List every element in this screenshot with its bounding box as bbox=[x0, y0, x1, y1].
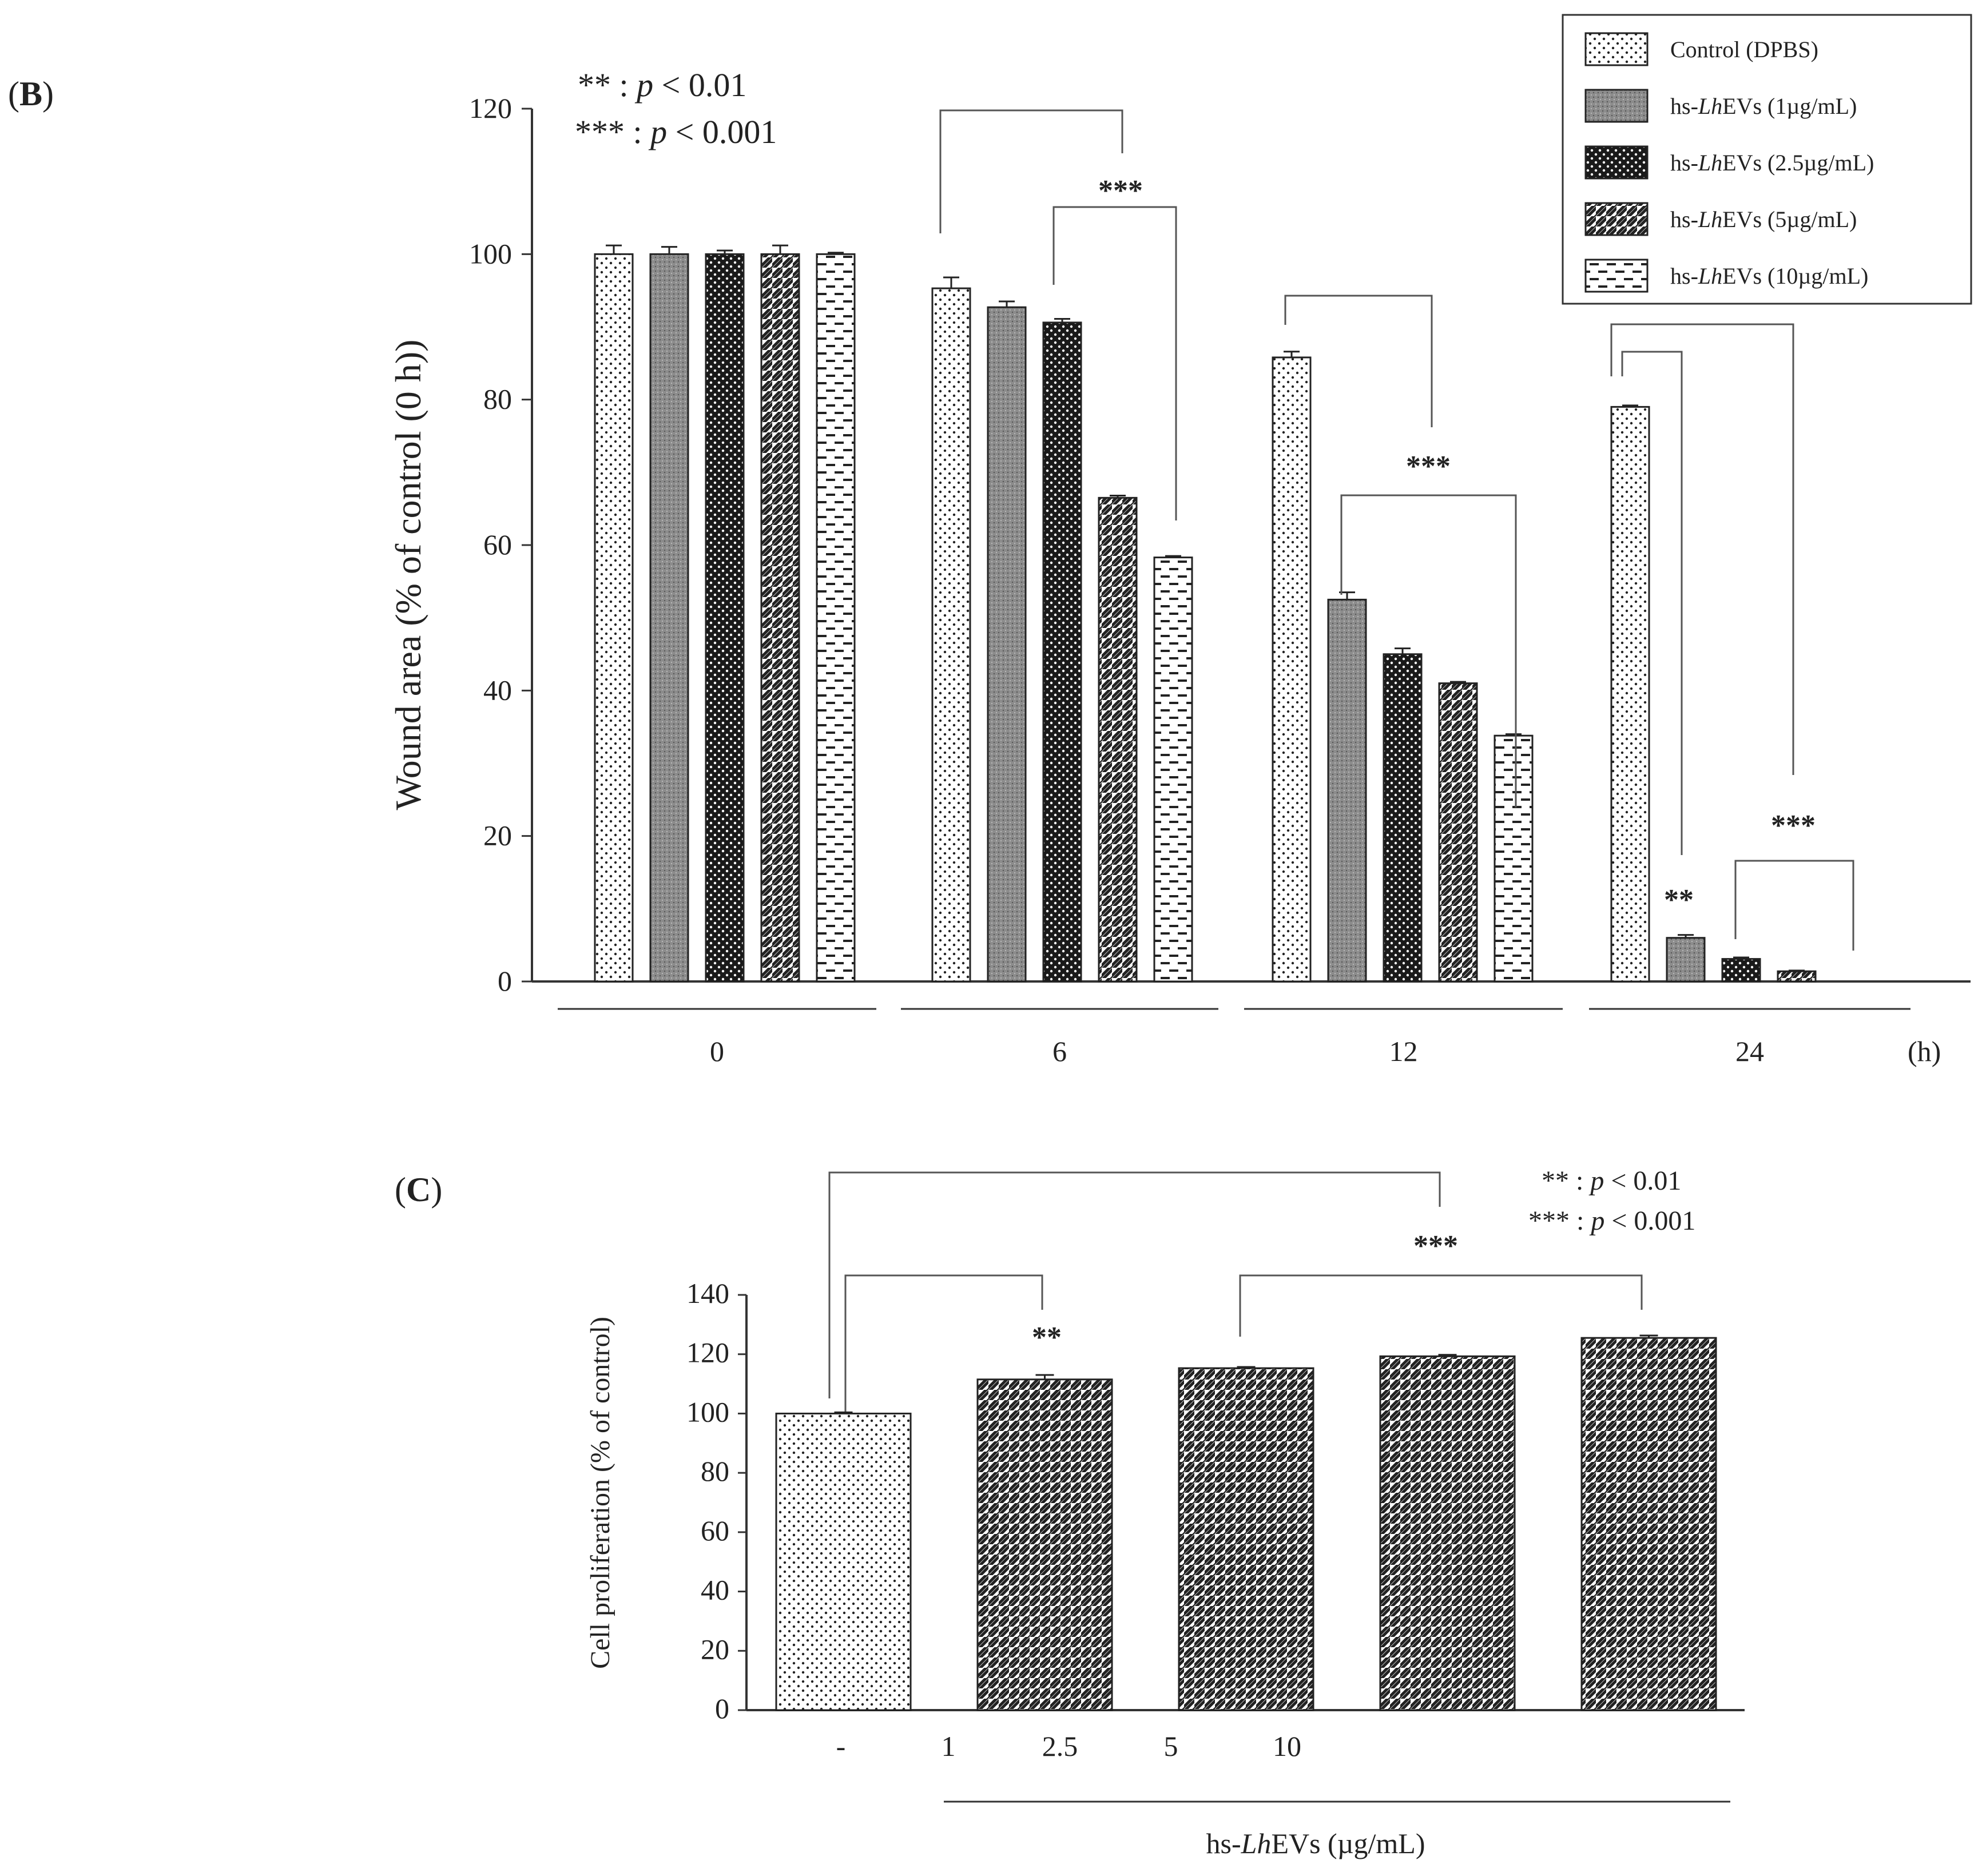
panel-c: (C) ** : p < 0.01 *** : p < 0.001 Cell p… bbox=[395, 1166, 1745, 1859]
panel-b-y-tick-label: 60 bbox=[483, 528, 512, 561]
panel-b-y-tick-label: 20 bbox=[483, 820, 512, 852]
panel-c-sig-2: *** bbox=[1413, 1230, 1458, 1262]
panel-c-sig-1: ** bbox=[1032, 1321, 1062, 1354]
panel-b-sig-24h-1: ** bbox=[1664, 884, 1694, 916]
panel-b-bar-24h-series-3 bbox=[1721, 958, 1761, 983]
panel-c-x-labels: - 1 2.5 5 10 bbox=[836, 1730, 1301, 1762]
panel-c-y-tick-label: 140 bbox=[686, 1277, 729, 1309]
panel-c-y-tick-label: 40 bbox=[701, 1574, 729, 1606]
panel-b-bar-6h-series-4 bbox=[1098, 496, 1138, 983]
panel-c-x-label: 2.5 bbox=[1042, 1730, 1078, 1762]
panel-b-y-tick-label: 40 bbox=[483, 674, 512, 706]
panel-b-label: (B) bbox=[8, 75, 54, 113]
panel-b-bar-12h-series-3 bbox=[1383, 653, 1423, 983]
bracket-24h-outer bbox=[1610, 323, 1794, 775]
panel-c-y-tick-label: 0 bbox=[715, 1692, 729, 1724]
panel-b-bar-0h-series-5 bbox=[816, 253, 856, 983]
legend-label-1: Control (DPBS) bbox=[1670, 37, 1818, 62]
panel-c-bar-2 bbox=[976, 1378, 1113, 1711]
legend-swatch-5 bbox=[1584, 259, 1649, 293]
panel-b-bar-12h-series-4 bbox=[1438, 682, 1478, 983]
panel-b-sig-6h: *** bbox=[1098, 174, 1143, 207]
panel-b-bar-12h-series-1 bbox=[1272, 356, 1312, 983]
panel-b-bar-0h-series-4 bbox=[760, 253, 800, 983]
legend-label-3: hs-LhEVs (2.5µg/mL) bbox=[1670, 150, 1874, 176]
panel-c-y-ticks: 0 20 40 60 80 100 120 140 bbox=[686, 1277, 746, 1724]
panel-b-bar-0h-series-2 bbox=[649, 253, 689, 983]
panel-b: (B) ** : p < 0.01 *** : p < 0.001 Wound … bbox=[8, 14, 1972, 1067]
panel-b-y-tick-label: 0 bbox=[498, 965, 512, 997]
panel-b-sig-12h: *** bbox=[1406, 450, 1451, 483]
panel-b-bar-12h-series-5 bbox=[1494, 734, 1534, 983]
panel-b-x-label: 0 bbox=[710, 1035, 724, 1067]
panel-b-bar-0h-series-1 bbox=[594, 253, 634, 983]
panel-c-bar-1 bbox=[775, 1412, 912, 1711]
panel-b-bar-6h-series-1 bbox=[931, 287, 971, 983]
legend-swatch-1 bbox=[1584, 32, 1649, 66]
panel-c-y-axis-title: Cell proliferation (% of control) bbox=[585, 1317, 615, 1669]
panel-b-y-tick-label: 100 bbox=[469, 237, 512, 269]
panel-b-bar-6h-series-2 bbox=[987, 306, 1027, 983]
panel-b-p-note-2: *** : p < 0.001 bbox=[575, 113, 777, 150]
panel-b-bar-6h-series-5 bbox=[1153, 557, 1193, 983]
panel-c-p-note-1: ** : p < 0.01 bbox=[1542, 1166, 1681, 1196]
panel-b-y-tick-label: 120 bbox=[469, 92, 512, 124]
bracket-6h-outer bbox=[939, 109, 1123, 233]
panel-b-brackets bbox=[939, 109, 1854, 951]
legend-swatch-2 bbox=[1584, 89, 1649, 123]
panel-b-bar-0h-series-3 bbox=[705, 253, 745, 983]
panel-c-y-tick-label: 120 bbox=[686, 1337, 729, 1369]
panel-b-x-labels: 0 6 12 24 bbox=[710, 1035, 1764, 1067]
panel-c-bar-4 bbox=[1379, 1355, 1516, 1711]
panel-c-bars bbox=[775, 1334, 1717, 1711]
panel-b-y-tick-label: 80 bbox=[483, 383, 512, 415]
panel-b-x-label: 12 bbox=[1389, 1035, 1418, 1067]
panel-c-x-label: 5 bbox=[1164, 1730, 1178, 1762]
panel-c-x-axis-title: hs-LhEVs (µg/mL) bbox=[1206, 1827, 1425, 1859]
panel-b-bar-24h-series-2 bbox=[1666, 937, 1706, 983]
panel-b-p-note-1: ** : p < 0.01 bbox=[578, 66, 746, 104]
panel-b-letter: B bbox=[19, 75, 42, 113]
panel-c-y-tick-label: 100 bbox=[686, 1396, 729, 1428]
panel-b-bar-24h-series-1 bbox=[1610, 406, 1650, 983]
legend-swatch-3 bbox=[1584, 145, 1649, 180]
legend-label-2: hs-LhEVs (1µg/mL) bbox=[1670, 93, 1857, 119]
panel-c-x-label: - bbox=[836, 1730, 846, 1762]
panel-b-y-axis-title: Wound area (% of control (0 h)) bbox=[388, 340, 428, 810]
bracket-24h-mid bbox=[1621, 351, 1683, 855]
bracket-c-outer bbox=[828, 1171, 1441, 1398]
panel-c-y-tick-label: 20 bbox=[701, 1633, 729, 1665]
panel-b-y-ticks: 0 20 40 60 80 100 120 bbox=[469, 92, 532, 997]
bracket-c-short bbox=[844, 1274, 1043, 1412]
panel-b-bar-6h-series-3 bbox=[1042, 321, 1082, 983]
legend-label-4: hs-LhEVs (5µg/mL) bbox=[1670, 206, 1857, 232]
bracket-24h-inner bbox=[1734, 860, 1854, 951]
panel-c-label: (C) bbox=[395, 1171, 442, 1209]
bracket-c-long bbox=[1239, 1274, 1643, 1337]
panel-c-bar-3 bbox=[1178, 1367, 1314, 1711]
legend-label-5: hs-LhEVs (10µg/mL) bbox=[1670, 263, 1868, 289]
panel-c-brackets bbox=[828, 1171, 1643, 1412]
panel-b-bar-24h-series-4 bbox=[1777, 970, 1817, 983]
panel-b-sig-24h-2: *** bbox=[1771, 809, 1816, 842]
panel-b-unit-label: (h) bbox=[1908, 1035, 1941, 1067]
legend-swatch-4 bbox=[1584, 202, 1649, 236]
legend: Control (DPBS) hs-LhEVs (1µg/mL) hs-LhEVs … bbox=[1562, 14, 1972, 305]
panel-c-bar-5 bbox=[1580, 1337, 1717, 1711]
panel-b-bars bbox=[594, 244, 1817, 983]
panel-c-y-tick-label: 60 bbox=[701, 1515, 729, 1547]
bracket-12h-inner bbox=[1340, 494, 1517, 808]
bracket-6h-inner bbox=[1052, 206, 1177, 520]
panel-c-x-label: 10 bbox=[1273, 1730, 1301, 1762]
panel-b-bar-12h-series-2 bbox=[1327, 598, 1367, 983]
panel-c-y-tick-label: 80 bbox=[701, 1455, 729, 1487]
bracket-12h-outer bbox=[1284, 295, 1433, 427]
panel-b-x-label: 24 bbox=[1735, 1035, 1764, 1067]
panel-b-x-label: 6 bbox=[1052, 1035, 1067, 1067]
panel-c-p-note-2: *** : p < 0.001 bbox=[1528, 1206, 1695, 1236]
panel-c-letter: C bbox=[406, 1171, 431, 1209]
panel-c-x-label: 1 bbox=[942, 1730, 956, 1762]
